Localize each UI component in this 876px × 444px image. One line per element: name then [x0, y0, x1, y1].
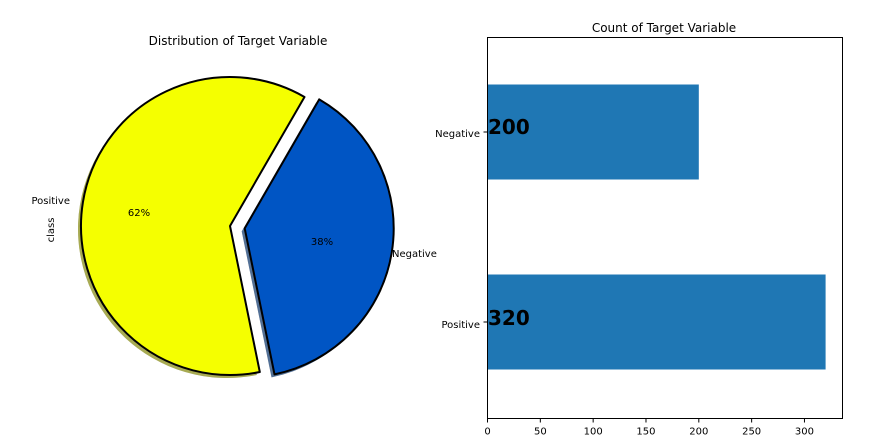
xtick-label-300: 300 — [795, 427, 814, 438]
xtick-label-250: 250 — [742, 427, 761, 438]
xtick-label-200: 200 — [689, 427, 708, 438]
pie-slice-label-positive: Positive — [31, 196, 70, 207]
bar-chart: Count of Target Variable Positive Negati… — [435, 21, 843, 438]
pie-slices — [80, 76, 395, 376]
pie-slice-positive — [80, 76, 306, 376]
bar-negative — [487, 84, 699, 180]
xtick-label-0: 0 — [484, 427, 490, 438]
pie-percent-positive: 62% — [128, 208, 150, 219]
ytick-label-positive: Positive — [441, 320, 480, 331]
bar-positive — [487, 274, 826, 370]
xtick-label-100: 100 — [584, 427, 603, 438]
pie-slice-label-negative: Negative — [392, 249, 437, 260]
pie-ylabel: class — [46, 218, 57, 243]
bar-value-negative: 200 — [488, 115, 530, 139]
bar-title: Count of Target Variable — [592, 21, 736, 35]
ytick-label-negative: Negative — [435, 129, 480, 140]
pie-title: Distribution of Target Variable — [149, 34, 328, 48]
x-ticks: 0 50 100 150 200 250 300 — [484, 418, 814, 438]
pie-percent-negative: 38% — [311, 237, 333, 248]
y-ticks — [483, 131, 488, 323]
bar-value-positive: 320 — [488, 306, 530, 330]
bars — [487, 84, 826, 370]
pie-slice-negative — [243, 98, 395, 376]
xtick-label-150: 150 — [636, 427, 655, 438]
bar-axes-frame — [487, 37, 843, 419]
pie-chart: Distribution of Target Variable class Po… — [31, 34, 437, 379]
xtick-label-50: 50 — [534, 427, 547, 438]
